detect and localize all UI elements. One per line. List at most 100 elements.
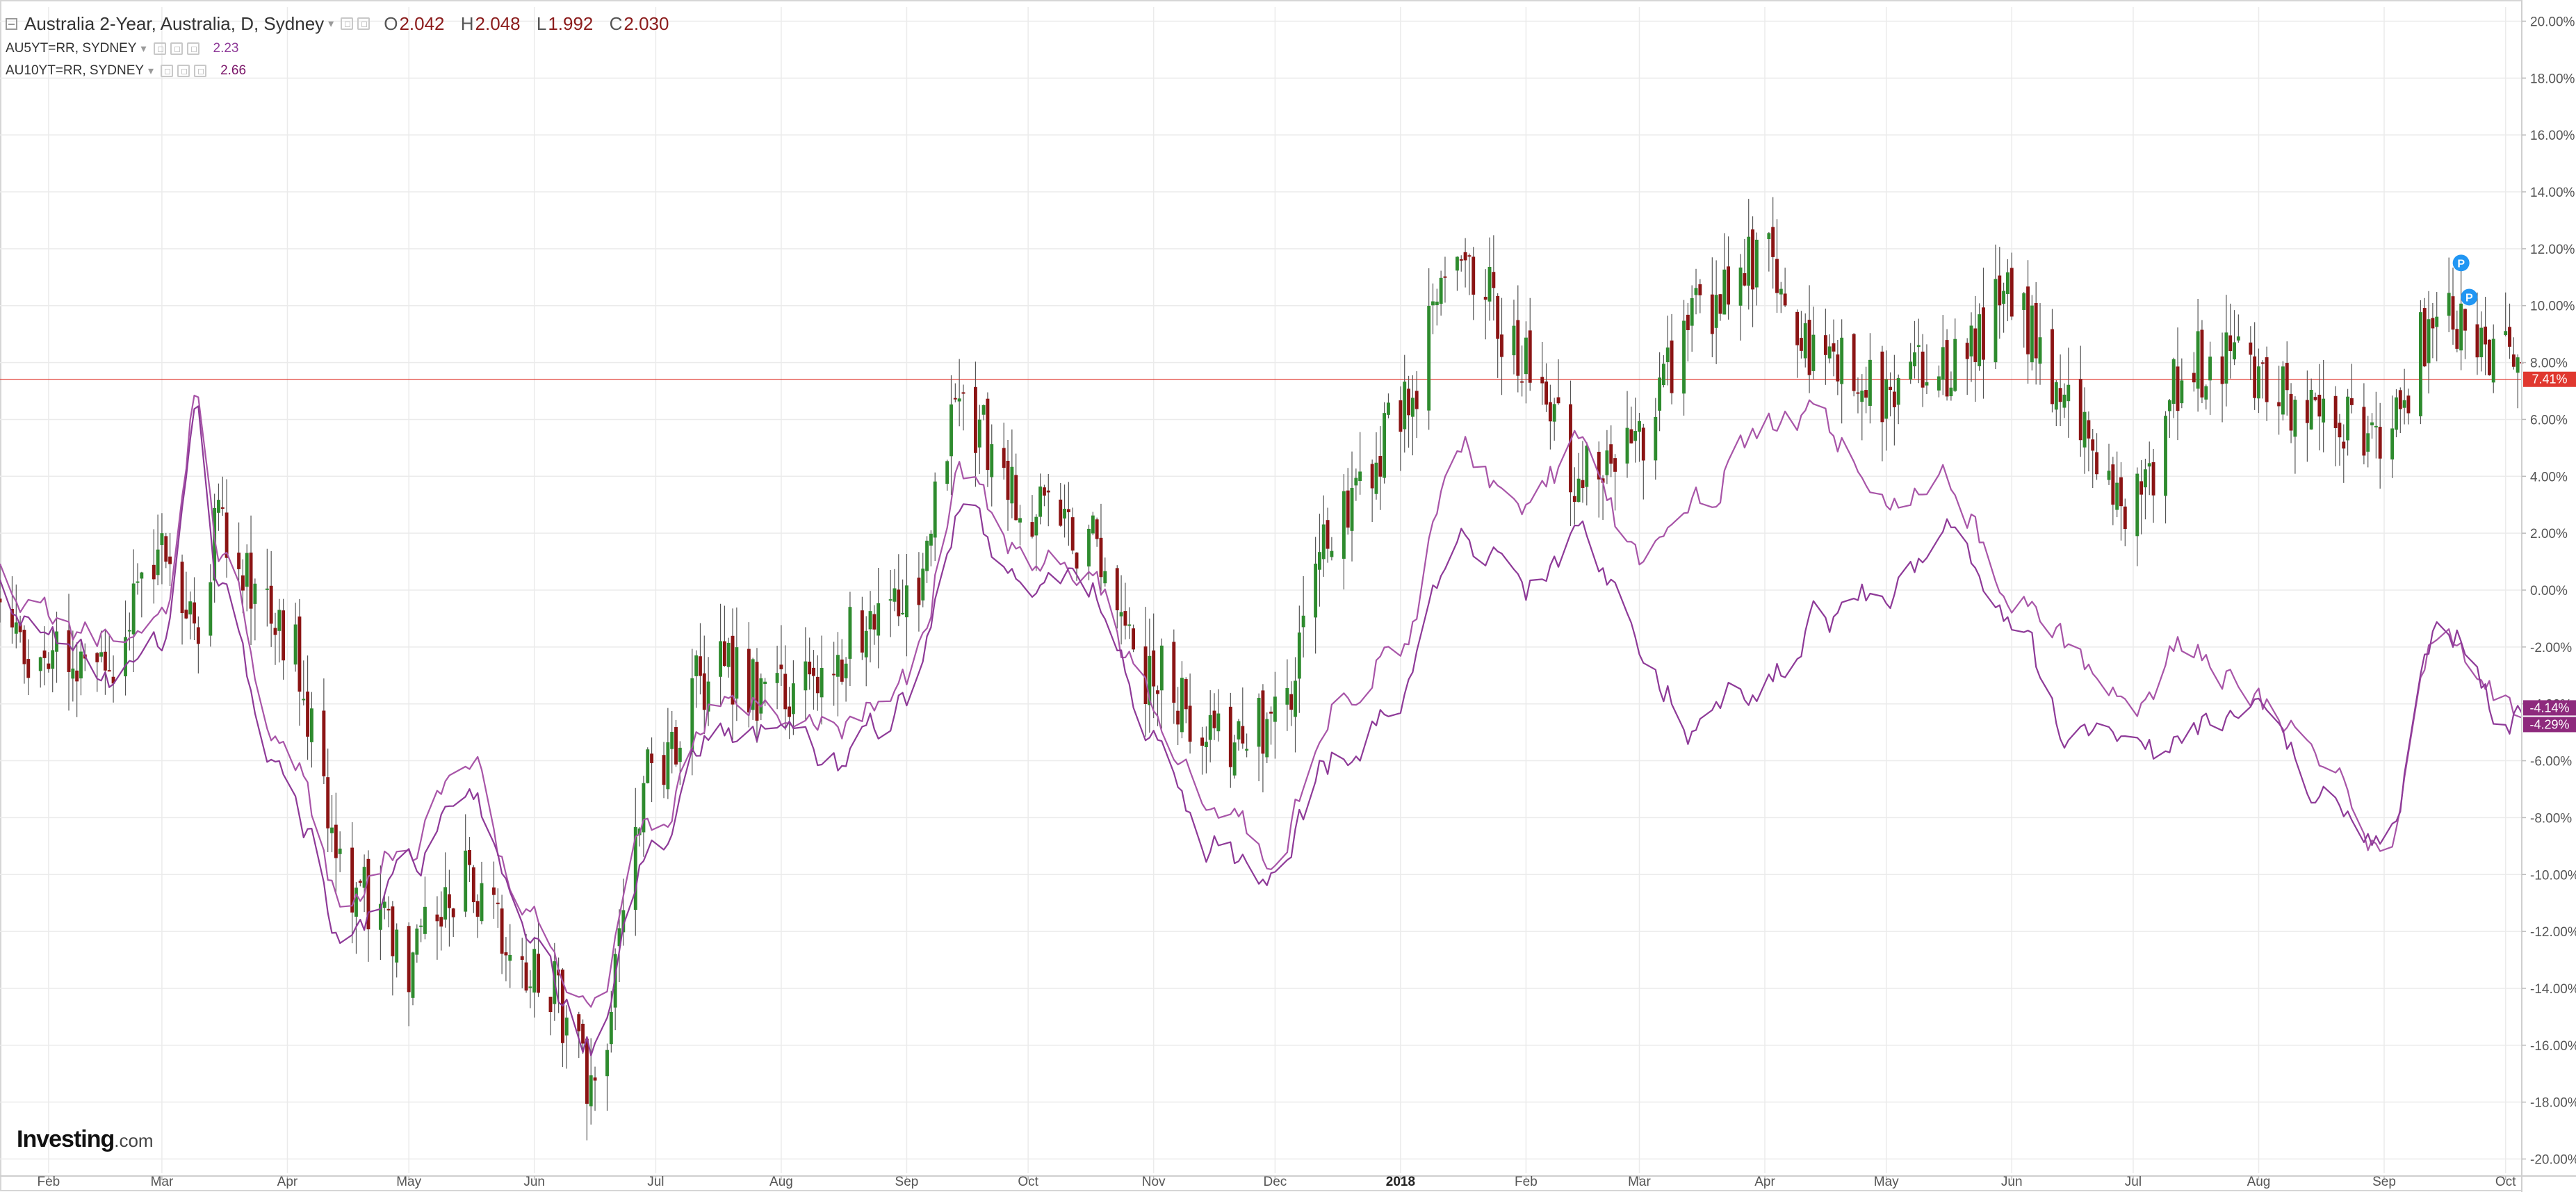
candle-body[interactable] xyxy=(751,659,755,710)
candle-body[interactable] xyxy=(326,777,330,828)
candle-body[interactable] xyxy=(2487,339,2491,375)
candle-body[interactable] xyxy=(309,708,313,742)
candle-body[interactable] xyxy=(265,588,269,590)
candle-body[interactable] xyxy=(1321,524,1326,560)
candle-body[interactable] xyxy=(1576,478,1581,503)
candle-body[interactable] xyxy=(2281,366,2285,415)
candle-body[interactable] xyxy=(1516,320,1520,376)
candle-body[interactable] xyxy=(1520,381,1524,383)
candle-body[interactable] xyxy=(407,926,411,993)
candle-body[interactable] xyxy=(196,627,200,644)
candle-body[interactable] xyxy=(974,386,977,453)
candle-body[interactable] xyxy=(2095,452,2098,475)
candle-body[interactable] xyxy=(1998,275,2002,306)
candle-body[interactable] xyxy=(722,641,726,667)
candle-body[interactable] xyxy=(719,641,723,677)
candle-body[interactable] xyxy=(1487,266,1492,302)
candle-body[interactable] xyxy=(2139,481,2144,495)
candle-body[interactable] xyxy=(241,575,245,591)
candle-body[interactable] xyxy=(1982,307,1985,360)
candle-body[interactable] xyxy=(1641,427,1645,461)
candle-body[interactable] xyxy=(1754,239,1759,288)
candle-body[interactable] xyxy=(961,392,965,394)
candle-body[interactable] xyxy=(1265,719,1269,758)
candle-body[interactable] xyxy=(1200,737,1205,746)
candle-body[interactable] xyxy=(1018,518,1022,523)
candle-body[interactable] xyxy=(949,404,953,457)
candle-body[interactable] xyxy=(804,661,808,691)
candle-body[interactable] xyxy=(1597,452,1601,480)
candle-body[interactable] xyxy=(1273,696,1277,722)
candle-body[interactable] xyxy=(848,607,852,659)
candle-body[interactable] xyxy=(1314,563,1318,618)
candle-body[interactable] xyxy=(2459,303,2463,351)
candle-body[interactable] xyxy=(783,673,788,710)
candle-body[interactable] xyxy=(1686,314,1690,330)
candle-body[interactable] xyxy=(1294,680,1297,717)
candle-body[interactable] xyxy=(1767,233,1771,239)
candle-body[interactable] xyxy=(1714,295,1718,328)
candle-body[interactable] xyxy=(1665,347,1670,363)
candle-body[interactable] xyxy=(2349,398,2354,405)
candle-body[interactable] xyxy=(1431,301,1435,306)
candle-body[interactable] xyxy=(1143,646,1148,705)
candle-body[interactable] xyxy=(2313,397,2317,400)
visibility-icon[interactable] xyxy=(153,42,166,55)
candle-body[interactable] xyxy=(1285,687,1289,705)
candle-body[interactable] xyxy=(1443,276,1447,278)
candle-body[interactable] xyxy=(1690,298,1694,326)
candle-body[interactable] xyxy=(1232,742,1237,776)
candle-body[interactable] xyxy=(1059,499,1063,526)
candle-body[interactable] xyxy=(613,954,617,1008)
candle-body[interactable] xyxy=(1208,715,1212,740)
candle-body[interactable] xyxy=(2147,463,2151,467)
candle-body[interactable] xyxy=(791,683,795,715)
candle-body[interactable] xyxy=(1638,421,1641,432)
candle-body[interactable] xyxy=(1807,320,1811,375)
candle-body[interactable] xyxy=(1884,379,1889,419)
candle-body[interactable] xyxy=(1775,259,1779,293)
candle-body[interactable] xyxy=(2051,329,2054,405)
candle-body[interactable] xyxy=(464,850,468,912)
candle-body[interactable] xyxy=(1994,279,1998,363)
candle-body[interactable] xyxy=(593,1077,597,1081)
candle-body[interactable] xyxy=(1710,294,1714,334)
candle-body[interactable] xyxy=(160,533,164,546)
candle-body[interactable] xyxy=(2366,433,2370,452)
candle-body[interactable] xyxy=(1383,413,1387,478)
candle-body[interactable] xyxy=(1973,328,1978,362)
candle-body[interactable] xyxy=(1661,364,1665,386)
candle-body[interactable] xyxy=(1435,301,1439,306)
candle-body[interactable] xyxy=(1472,256,1476,295)
candle-body[interactable] xyxy=(646,749,650,783)
candle-body[interactable] xyxy=(156,549,160,575)
candle-body[interactable] xyxy=(152,564,156,580)
candle-body[interactable] xyxy=(832,673,836,676)
candle-body[interactable] xyxy=(249,553,253,609)
candle-body[interactable] xyxy=(1459,259,1463,261)
candle-body[interactable] xyxy=(1148,655,1152,705)
candle-body[interactable] xyxy=(1540,377,1544,384)
chevron-down-icon[interactable]: ▾ xyxy=(140,43,147,55)
candle-body[interactable] xyxy=(330,827,334,833)
candle-body[interactable] xyxy=(2176,366,2180,411)
candle-body[interactable] xyxy=(2151,462,2155,496)
candle-body[interactable] xyxy=(2435,316,2439,327)
candle-body[interactable] xyxy=(2322,398,2326,423)
candle-body[interactable] xyxy=(71,668,75,679)
candle-body[interactable] xyxy=(2305,400,2309,423)
series-line[interactable] xyxy=(0,405,2522,1056)
candle-body[interactable] xyxy=(2249,342,2253,355)
candle-body[interactable] xyxy=(1633,431,1638,441)
candle-body[interactable] xyxy=(2289,393,2293,431)
candle-body[interactable] xyxy=(2338,423,2342,438)
candle-body[interactable] xyxy=(726,642,731,667)
candle-body[interactable] xyxy=(1204,742,1208,748)
candle-body[interactable] xyxy=(2062,394,2066,408)
candle-body[interactable] xyxy=(107,670,111,672)
candle-body[interactable] xyxy=(1095,519,1099,539)
candle-body[interactable] xyxy=(1212,710,1216,728)
candle-body[interactable] xyxy=(193,602,196,623)
candle-body[interactable] xyxy=(127,630,131,632)
candle-body[interactable] xyxy=(788,706,792,717)
